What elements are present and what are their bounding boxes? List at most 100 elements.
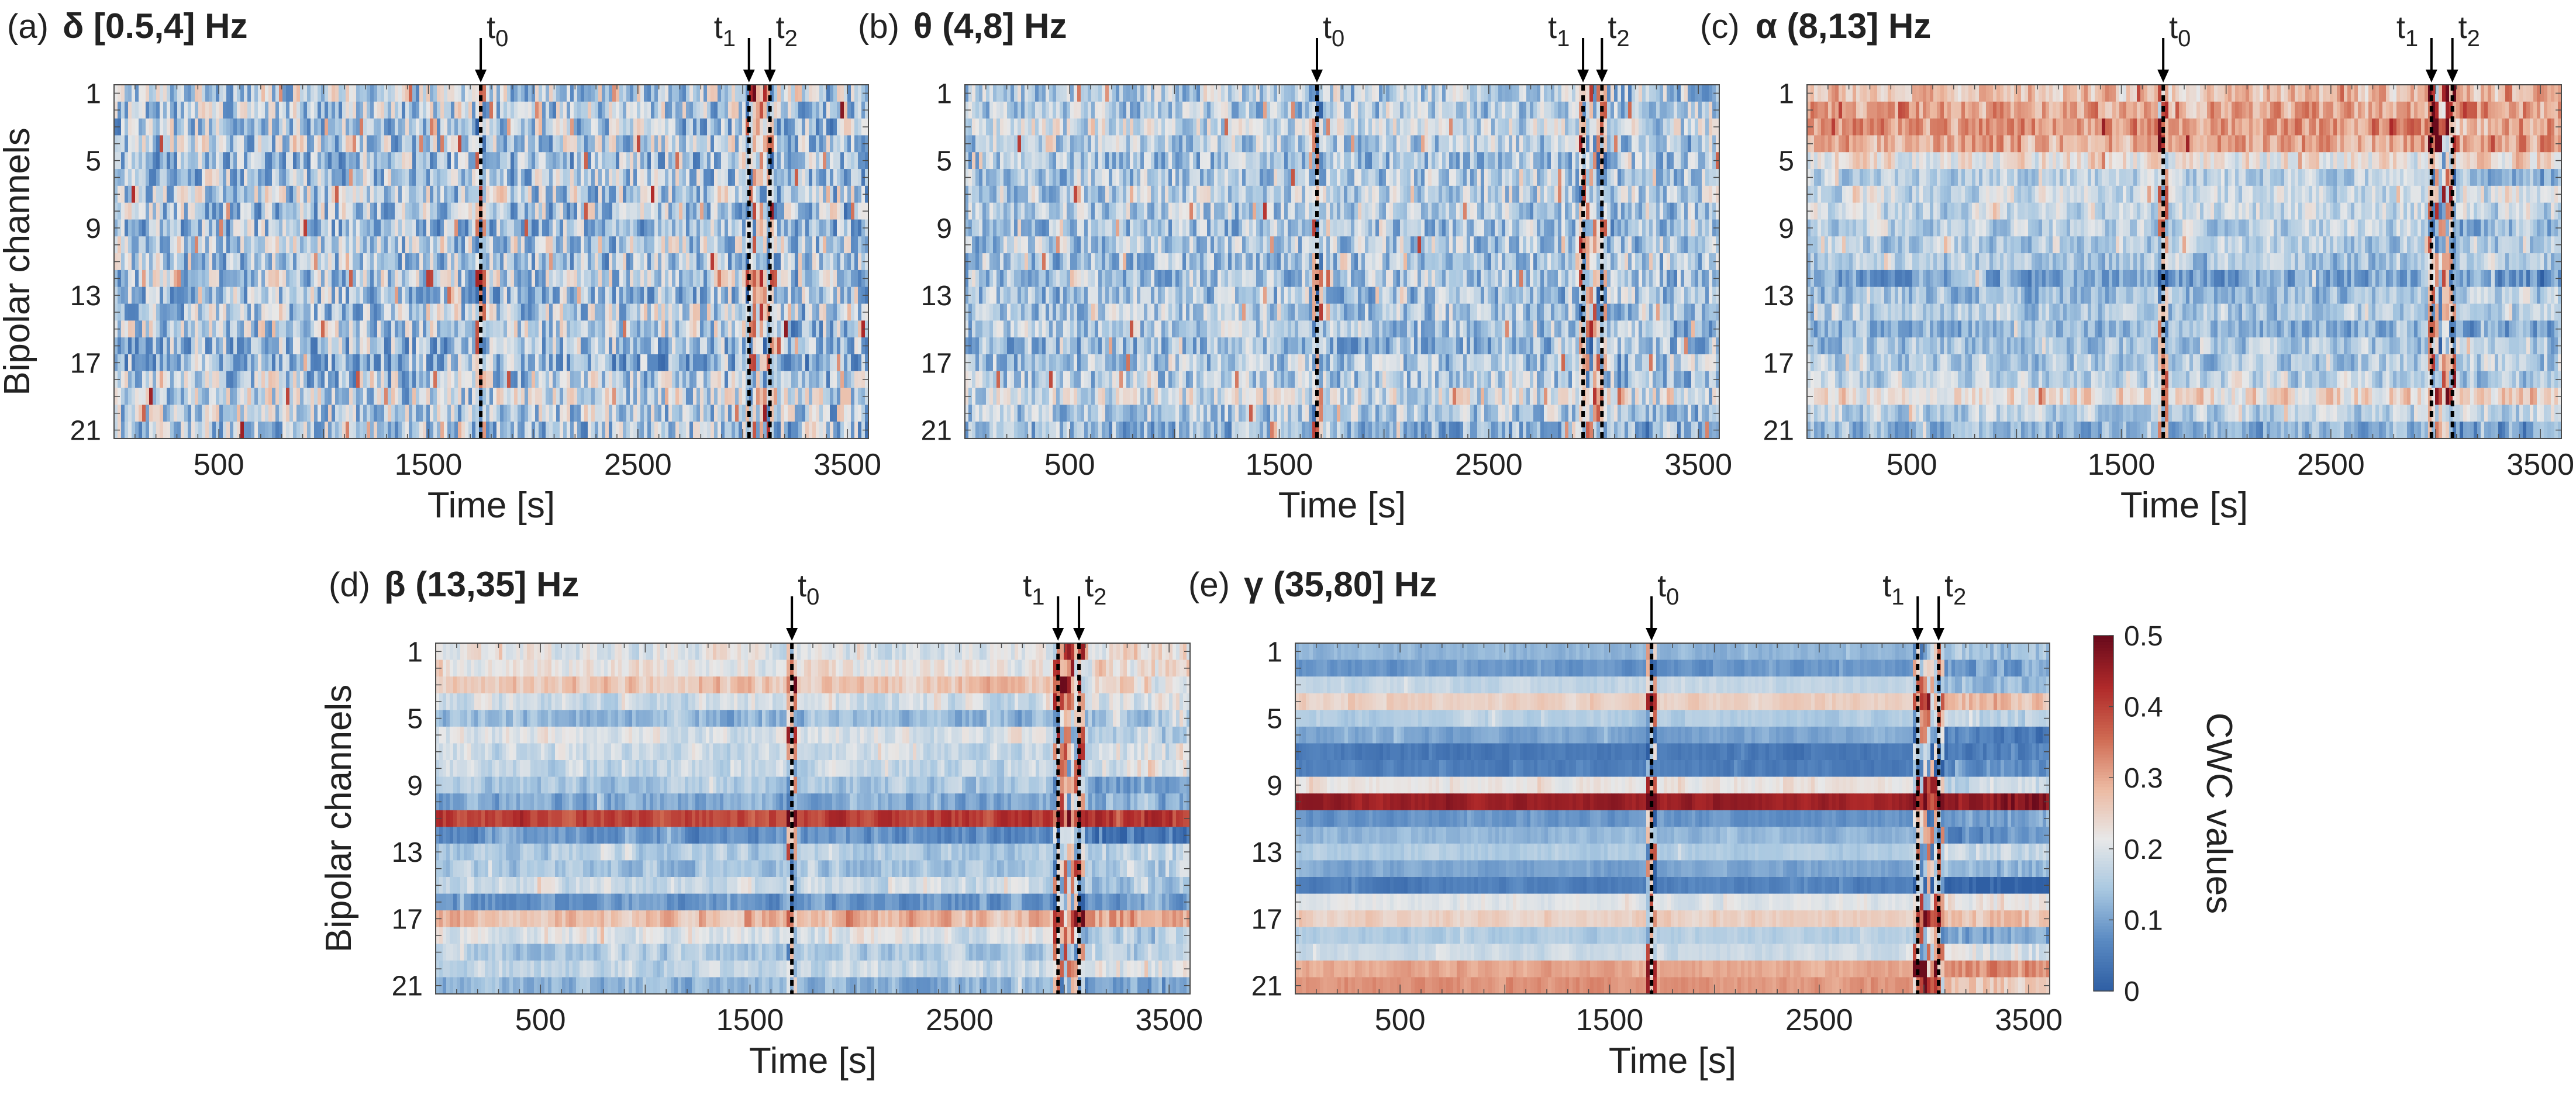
heatmap-cell [181,169,185,187]
heatmap-cell [1235,85,1239,102]
heatmap-cell [816,337,820,355]
heatmap-cell [665,152,669,170]
heatmap-cell [472,422,476,438]
heatmap-cell [781,85,785,102]
heatmap-cell [177,253,181,271]
heatmap-cell [363,236,367,254]
heatmap-cell [795,371,799,389]
heatmap-cell [661,202,665,220]
heatmap-cell [170,169,174,187]
heatmap-cell [1684,85,1688,102]
heatmap-cell [472,185,476,203]
heatmap-cell [668,135,673,153]
heatmap-cell [293,135,297,153]
heatmap-cell [461,253,465,271]
heatmap-cell [328,118,332,136]
heatmap-cell [353,169,357,187]
heatmap-cell [840,286,844,305]
heatmap-cell [482,236,487,254]
heatmap-cell [496,286,501,305]
heatmap-cell [588,219,592,237]
heatmap-cell [830,135,834,153]
heatmap-cell [707,354,711,372]
heatmap-cell [125,101,129,119]
heatmap-cell [268,337,273,355]
heatmap-cell [174,219,178,237]
heatmap-cell [451,152,455,170]
heatmap-cell [651,219,655,237]
heatmap-cell [623,354,627,372]
y-tick-label: 17 [70,348,101,379]
heatmap-cell [311,85,315,102]
heatmap-cell [167,422,171,438]
heatmap-cell [416,118,420,136]
heatmap-cell [416,422,420,438]
heatmap-cell [753,118,757,136]
heatmap-cell [398,219,402,237]
heatmap-cell [725,169,729,187]
heatmap-cell [433,236,437,254]
heatmap-cell [647,169,651,187]
heatmap-cell [314,236,318,254]
heatmap-cell [616,354,620,372]
heatmap-cell [805,371,809,389]
heatmap-cell [493,236,497,254]
heatmap-cell [1021,85,1025,102]
heatmap-cell [395,236,399,254]
heatmap-cell [760,219,764,237]
heatmap-cell [805,152,809,170]
heatmap-cell [651,169,655,187]
heatmap-cell [658,236,662,254]
heatmap-cell [307,371,311,389]
heatmap-cell [289,337,294,355]
heatmap-cell [679,169,683,187]
heatmap-cell [1421,85,1425,102]
heatmap-cell [318,354,322,372]
heatmap-cell [268,253,273,271]
heatmap-cell [184,219,188,237]
heatmap-cell [700,219,704,237]
heatmap-cell [356,422,360,438]
heatmap-cell [423,101,427,119]
heatmap-cell [651,152,655,170]
heatmap-cell [156,337,160,355]
heatmap-cell [535,253,539,271]
heatmap-cell [830,354,834,372]
heatmap-cell [633,371,637,389]
heatmap-cell [826,118,830,136]
heatmap-cell [591,371,595,389]
heatmap-cell [412,253,416,271]
heatmap-cell [423,135,427,153]
heatmap-cell [584,320,588,338]
heatmap-cell [1035,101,1039,119]
heatmap-cell [195,118,199,136]
heatmap-cell [374,169,378,187]
heatmap-cell [595,169,599,187]
heatmap-cell [342,371,346,389]
heatmap-cell [419,354,423,372]
heatmap-cell [440,135,444,153]
heatmap-cell [261,303,265,321]
heatmap-cell [532,253,536,271]
heatmap-cell [819,286,823,305]
heatmap-cell [840,320,844,338]
heatmap-cell [535,320,539,338]
heatmap-cell [458,169,462,187]
heatmap-cell [661,135,665,153]
heatmap-cell [233,371,237,389]
heatmap-cell [668,219,673,237]
heatmap-cell [1154,101,1158,119]
heatmap-cell [328,337,332,355]
heatmap-cell [258,405,262,422]
heatmap-cell [135,118,139,136]
heatmap-cell [704,388,708,405]
heatmap-cell [360,253,364,271]
heatmap-cell [739,354,743,372]
heatmap-cell [1691,85,1695,102]
heatmap-cell [763,388,767,405]
heatmap-cell [289,101,294,119]
heatmap-cell [311,219,315,237]
heatmap-cell [725,253,729,271]
heatmap-cell [647,135,651,153]
x-axis-label: Time [s] [427,485,555,526]
